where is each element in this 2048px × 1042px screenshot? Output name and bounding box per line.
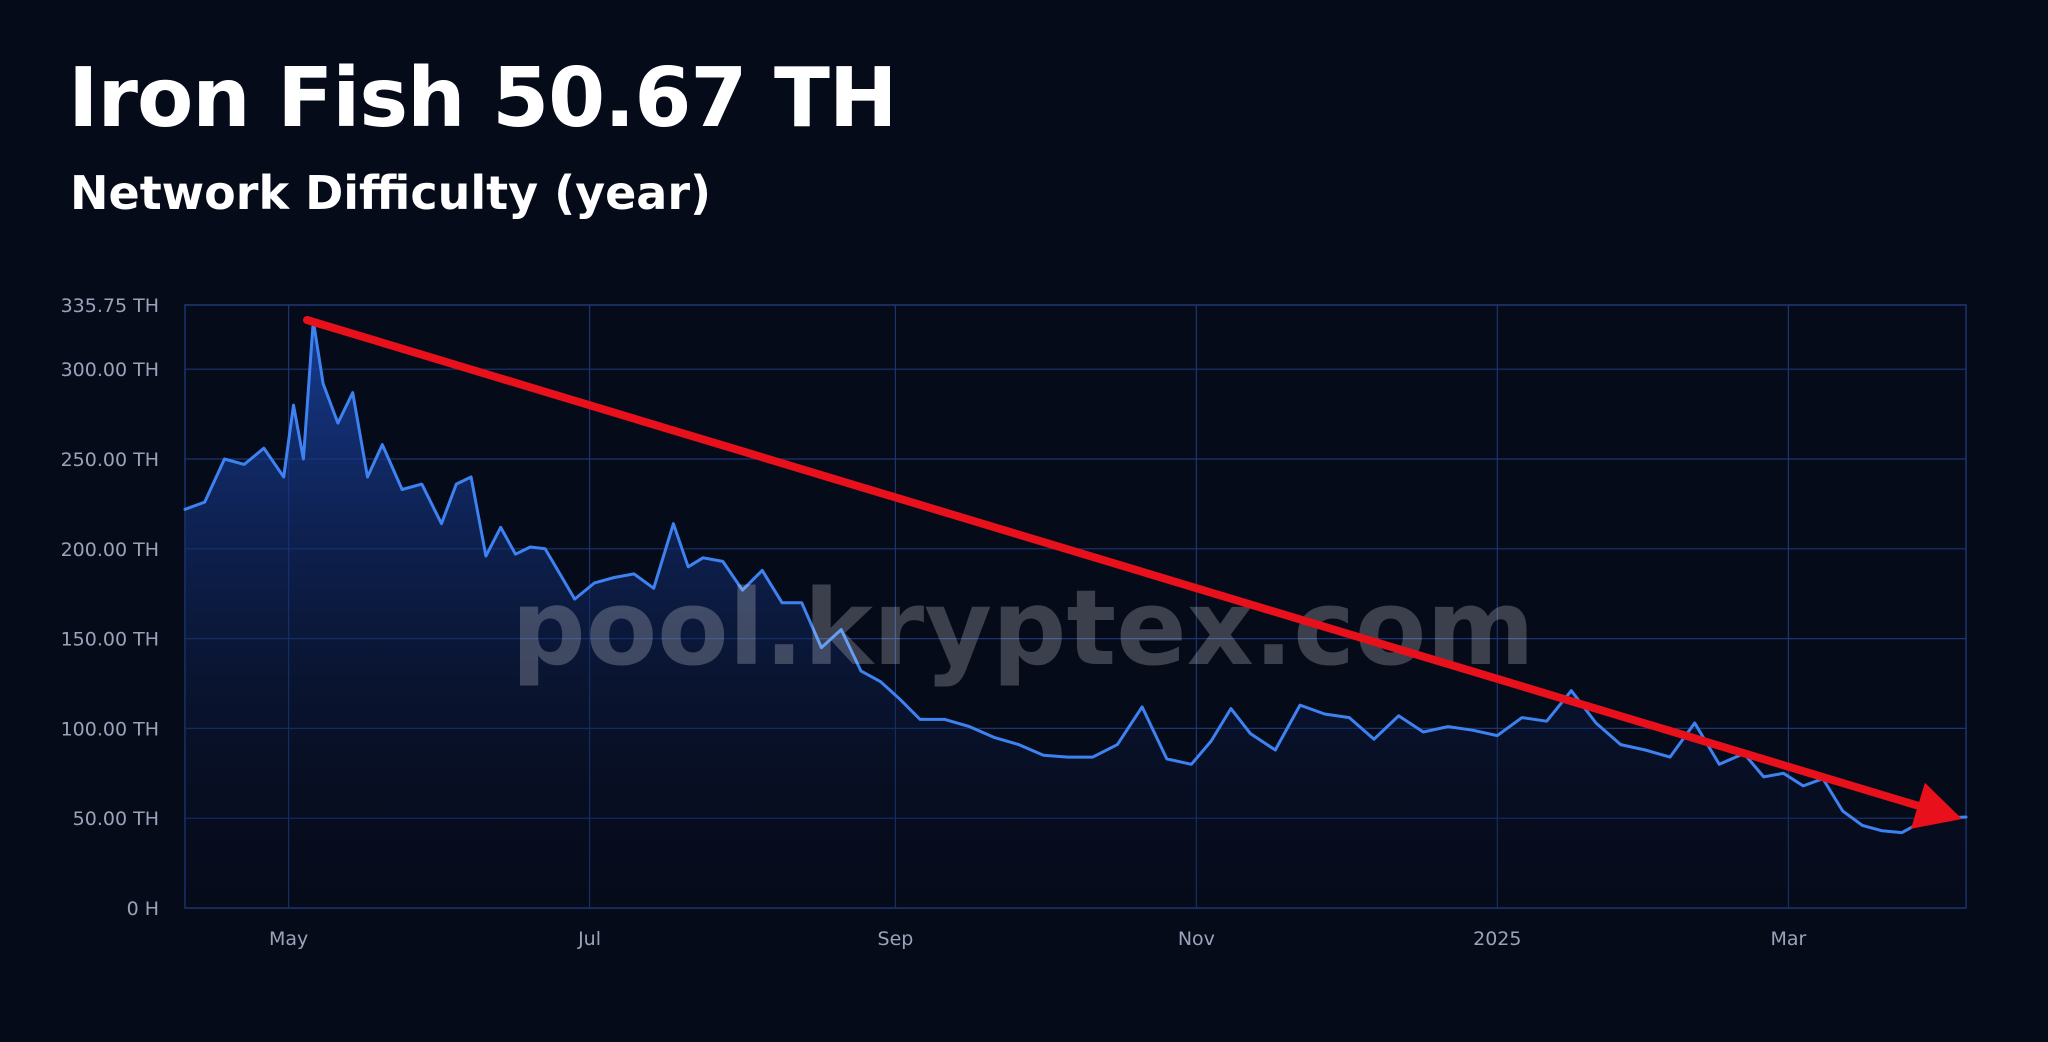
- page-subtitle: Network Difficulty (year): [70, 166, 712, 220]
- x-tick-label: Jul: [577, 928, 601, 950]
- y-tick-label: 50.00 TH: [73, 808, 159, 830]
- y-tick-label: 150.00 TH: [61, 629, 159, 651]
- axis-labels: 0 H 50.00 TH 100.00 TH 150.00 TH 200.00 TH 25…: [61, 295, 1807, 950]
- x-tick-label: May: [269, 928, 308, 950]
- trend-arrow-head: [1911, 782, 1962, 829]
- trend-arrow-shaft: [303, 316, 1922, 810]
- y-tick-label: 0 H: [127, 898, 159, 920]
- page-title: Iron Fish 50.67 TH: [68, 51, 898, 146]
- watermark: pool.kryptex.com: [511, 567, 1535, 689]
- x-tick-label: 2025: [1473, 928, 1521, 950]
- difficulty-area-fill: [185, 320, 1966, 908]
- x-tick-label: Nov: [1178, 928, 1215, 950]
- y-tick-label: 300.00 TH: [61, 359, 159, 381]
- y-tick-label: 100.00 TH: [61, 718, 159, 740]
- area-layer: [183, 319, 1968, 908]
- y-tick-label: 335.75 TH: [61, 295, 159, 317]
- trend-arrow: [303, 316, 1962, 829]
- x-tick-label: Sep: [878, 928, 914, 950]
- x-tick-label: Mar: [1770, 928, 1806, 950]
- y-tick-label: 200.00 TH: [61, 539, 159, 561]
- y-tick-label: 250.00 TH: [61, 449, 159, 471]
